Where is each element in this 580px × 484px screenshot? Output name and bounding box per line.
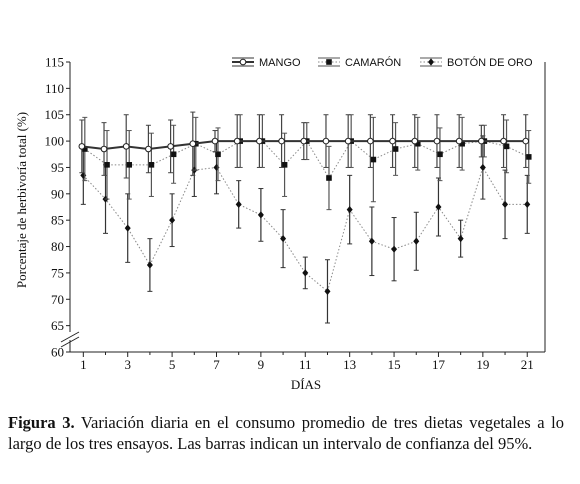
- legend-marker: [428, 58, 434, 66]
- data-point: [346, 206, 353, 214]
- data-point: [257, 211, 264, 219]
- data-point: [233, 137, 241, 145]
- chart-figure: 60 65 70 75 80 85 90 95 100 105 110 115 1 3 5 7 9 11 13 15 1…: [14, 55, 546, 392]
- data-point: [148, 162, 155, 168]
- data-point: [169, 216, 176, 224]
- data-point: [167, 143, 174, 150]
- data-point: [324, 287, 331, 295]
- data-point: [344, 137, 352, 145]
- y-tick-label: 95: [51, 160, 64, 175]
- data-point: [281, 162, 288, 168]
- data-point: [413, 237, 420, 245]
- data-point: [459, 140, 465, 147]
- figure-caption: Figura 3. Variación diaria en el consumo…: [8, 412, 564, 454]
- data-point: [411, 137, 419, 145]
- data-point: [122, 143, 130, 150]
- y-tick-label: 85: [51, 213, 64, 228]
- data-point: [278, 137, 285, 145]
- legend-label: CAMARÓN: [345, 56, 401, 69]
- data-point: [300, 137, 308, 145]
- x-tick-label: 7: [213, 357, 220, 372]
- x-tick-label: 15: [388, 357, 401, 372]
- data-point: [189, 140, 197, 148]
- series-mango: [78, 111, 530, 179]
- y-tick-label: 65: [51, 318, 64, 333]
- data-point: [104, 162, 110, 168]
- data-point: [392, 146, 399, 152]
- data-point: [170, 151, 177, 158]
- x-axis-label: DÍAS: [291, 377, 321, 392]
- legend-entry: CAMARÓN: [318, 56, 401, 69]
- series-camar-n: [82, 114, 532, 211]
- data-point: [457, 235, 464, 243]
- data-point: [414, 140, 421, 147]
- data-point: [326, 175, 332, 181]
- data-point: [235, 200, 242, 208]
- data-point: [522, 137, 530, 145]
- legend-marker: [326, 59, 332, 65]
- caption-text: Variación diaria en el consumo promedio …: [8, 413, 564, 453]
- y-tick-label: 70: [51, 292, 64, 307]
- y-tick-label: 115: [45, 55, 64, 70]
- data-point: [256, 137, 263, 145]
- x-tick-label: 9: [258, 357, 265, 372]
- y-tick-label: 90: [51, 186, 64, 201]
- axis-break-gap: [61, 332, 79, 340]
- data-point: [391, 245, 398, 253]
- caption-label: Figura 3.: [8, 413, 75, 432]
- data-point: [280, 235, 287, 243]
- data-point: [367, 137, 374, 145]
- data-point: [478, 137, 485, 145]
- y-tick-label: 75: [51, 265, 64, 280]
- data-point: [437, 151, 443, 158]
- y-tick-label: 110: [45, 81, 64, 96]
- data-point: [500, 137, 507, 145]
- y-tick-label: 60: [51, 345, 64, 360]
- data-point: [435, 203, 442, 211]
- x-tick-label: 1: [80, 357, 87, 372]
- data-point: [82, 146, 88, 152]
- legend-label: MANGO: [259, 57, 301, 69]
- x-tick-label: 13: [343, 357, 356, 372]
- data-point: [389, 137, 396, 145]
- data-point: [126, 162, 133, 168]
- y-tick-label: 80: [51, 239, 64, 254]
- x-tick-label: 19: [476, 357, 489, 372]
- data-point: [211, 137, 219, 145]
- data-point: [525, 154, 532, 160]
- data-point: [302, 269, 309, 277]
- data-point: [124, 224, 131, 232]
- data-point: [524, 200, 531, 208]
- data-point: [145, 145, 152, 153]
- y-axis-label: Porcentaje de herbivoría total (%): [14, 112, 29, 288]
- legend-entry: MANGO: [232, 57, 301, 69]
- x-tick-label: 21: [521, 357, 534, 372]
- data-point: [100, 145, 108, 153]
- data-point: [322, 137, 330, 145]
- legend-entry: BOTÓN DE ORO: [420, 56, 533, 69]
- x-tick-label: 11: [299, 357, 312, 372]
- axis-break-mark: [60, 331, 80, 343]
- data-point: [213, 163, 220, 172]
- data-point: [215, 151, 221, 158]
- x-tick-label: 17: [432, 357, 446, 372]
- axis-break-mark: [60, 336, 80, 348]
- legend-label: BOTÓN DE ORO: [447, 56, 533, 69]
- data-point: [433, 137, 441, 145]
- y-tick-label: 100: [45, 134, 65, 149]
- x-tick-label: 3: [124, 357, 131, 372]
- y-tick-label: 105: [45, 107, 65, 122]
- legend-marker: [239, 58, 247, 66]
- x-tick-label: 5: [169, 357, 176, 372]
- data-point: [146, 261, 153, 269]
- data-point: [78, 143, 86, 150]
- data-point: [479, 163, 486, 172]
- data-point: [370, 156, 377, 163]
- data-point: [455, 137, 463, 145]
- data-point: [502, 200, 509, 208]
- data-point: [368, 237, 375, 245]
- data-point: [503, 143, 510, 150]
